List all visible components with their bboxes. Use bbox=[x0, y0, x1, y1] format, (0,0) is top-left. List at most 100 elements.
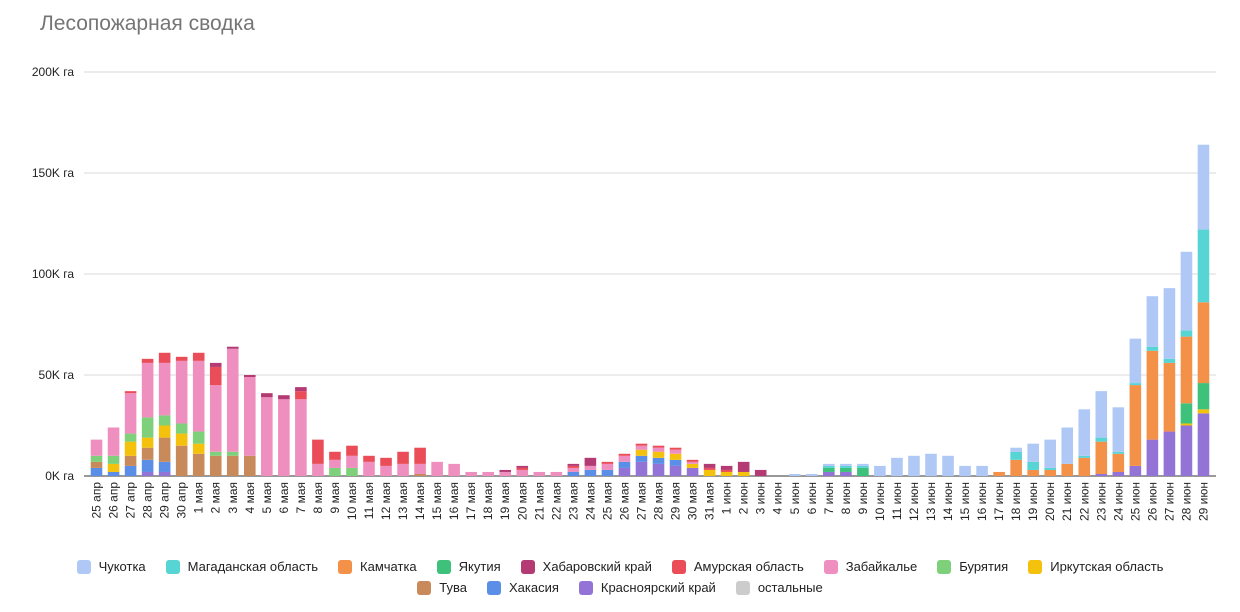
x-tick-label: 27 апр bbox=[124, 482, 138, 519]
bar-segment bbox=[516, 469, 529, 476]
bar-segment bbox=[175, 360, 188, 424]
bar-segment bbox=[1146, 296, 1159, 347]
legend-item[interactable]: Якутия bbox=[436, 556, 501, 577]
legend-item[interactable]: Камчатка bbox=[338, 556, 417, 577]
bar-segment bbox=[192, 352, 205, 361]
legend-item[interactable]: Иркутская область bbox=[1028, 556, 1163, 577]
legend-item[interactable]: Чукотка bbox=[76, 556, 146, 577]
legend-item[interactable]: Хакасия bbox=[486, 577, 559, 598]
bar-segment bbox=[1129, 383, 1142, 386]
bar-segment bbox=[1180, 425, 1193, 476]
bar-segment bbox=[1027, 469, 1039, 476]
bar-segment bbox=[1061, 427, 1074, 464]
bar-segment bbox=[1197, 383, 1210, 410]
bar-segment bbox=[908, 455, 920, 476]
bar-segment bbox=[1163, 358, 1176, 363]
bar-segment bbox=[635, 445, 648, 450]
bar-segment bbox=[601, 469, 614, 476]
bar-segment bbox=[141, 362, 154, 418]
bar-segment bbox=[346, 445, 358, 456]
legend-item[interactable]: Магаданская область bbox=[165, 556, 318, 577]
legend-item[interactable]: Тува bbox=[417, 577, 467, 598]
x-tick-label: 9 мая bbox=[328, 482, 342, 513]
legend-item[interactable]: Красноярский край bbox=[578, 577, 716, 598]
x-tick-label: 31 мая bbox=[703, 482, 717, 520]
legend-label: Иркутская область bbox=[1050, 559, 1164, 574]
x-tick-label: 6 мая bbox=[277, 482, 291, 513]
bar-segment bbox=[329, 467, 341, 476]
bar-segment bbox=[737, 471, 750, 476]
legend-item[interactable]: Хабаровский край bbox=[520, 556, 652, 577]
bar-segment bbox=[329, 459, 341, 468]
x-tick-label: 13 июн bbox=[924, 482, 938, 521]
x-tick-label: 9 июн bbox=[856, 482, 870, 514]
bar-segment bbox=[1095, 441, 1108, 474]
bar-segment bbox=[1180, 423, 1193, 426]
bar-segment bbox=[124, 391, 137, 394]
bar-segment bbox=[874, 465, 886, 476]
bar-segment bbox=[175, 433, 188, 446]
y-tick-label: 50K га bbox=[39, 368, 75, 382]
bar-segment bbox=[124, 393, 137, 434]
chart-title: Лесопожарная сводка bbox=[40, 12, 255, 35]
legend-swatch bbox=[417, 580, 432, 595]
legend-swatch bbox=[76, 559, 91, 574]
bar-segment bbox=[158, 471, 171, 476]
bar-segment bbox=[1112, 453, 1125, 472]
legend-label: Красноярский край bbox=[600, 580, 716, 595]
gridlines bbox=[84, 71, 1216, 477]
legend-item[interactable]: Забайкалье bbox=[823, 556, 917, 577]
bar-segment bbox=[754, 469, 767, 476]
legend-swatch bbox=[486, 580, 501, 595]
x-tick-label: 3 июн bbox=[754, 482, 768, 514]
bar-segment bbox=[1044, 439, 1056, 468]
bar-segment bbox=[567, 463, 580, 466]
legend-row: Тува Хакасия Красноярский край остальные bbox=[20, 577, 1220, 598]
bar-segment bbox=[244, 377, 256, 456]
legend: Чукотка Магаданская область Камчатка Якутия… bbox=[20, 556, 1220, 598]
bar-segment bbox=[158, 437, 171, 462]
x-tick-label: 17 июн bbox=[992, 482, 1006, 521]
bar-segment bbox=[141, 358, 154, 363]
legend-item[interactable]: остальные bbox=[735, 577, 823, 598]
bar-segment bbox=[1146, 350, 1159, 440]
bar-segment bbox=[90, 439, 103, 456]
bar-segment bbox=[397, 451, 409, 464]
x-tick-label: 21 июн bbox=[1060, 482, 1074, 521]
bar-segment bbox=[175, 356, 188, 361]
x-axis-ticks: 25 апр 26 апр 27 апр 28 апр 29 апр 30 апр 1 ма… bbox=[90, 482, 1211, 521]
bar-segment bbox=[635, 449, 648, 456]
bar-segment bbox=[516, 465, 529, 468]
bar-segment bbox=[90, 455, 103, 462]
legend-item[interactable]: Бурятия bbox=[937, 556, 1008, 577]
bar-segment bbox=[686, 463, 699, 468]
x-tick-label: 7 мая bbox=[294, 482, 308, 513]
bar-segment bbox=[703, 467, 716, 470]
bar-segment bbox=[652, 457, 665, 464]
x-tick-label: 30 мая bbox=[686, 482, 700, 520]
bar-segment bbox=[618, 461, 631, 468]
bar-segment bbox=[141, 471, 154, 476]
x-tick-label: 2 июн bbox=[737, 482, 751, 514]
x-tick-label: 1 мая bbox=[192, 482, 206, 513]
bar-segment bbox=[1197, 302, 1210, 384]
legend-item[interactable]: Амурская область bbox=[671, 556, 804, 577]
bar-segment bbox=[516, 467, 529, 470]
bar-segment bbox=[567, 465, 580, 468]
bar-segment bbox=[90, 467, 103, 476]
x-tick-label: 2 мая bbox=[209, 482, 223, 513]
bar-segment bbox=[448, 463, 460, 476]
x-tick-label: 11 июн bbox=[890, 482, 904, 520]
bar-segment bbox=[1197, 144, 1210, 230]
x-tick-label: 30 апр bbox=[175, 482, 189, 519]
x-tick-label: 27 июн bbox=[1162, 482, 1176, 521]
x-tick-label: 19 мая bbox=[498, 482, 512, 520]
bar-segment bbox=[175, 423, 188, 434]
bar-segment bbox=[1163, 362, 1176, 432]
bar-segment bbox=[107, 455, 120, 464]
bar-segment bbox=[295, 387, 307, 392]
bar-segment bbox=[295, 391, 307, 400]
x-tick-label: 24 июн bbox=[1111, 482, 1125, 521]
bar-segment bbox=[499, 471, 512, 476]
bar-segment bbox=[209, 451, 222, 456]
